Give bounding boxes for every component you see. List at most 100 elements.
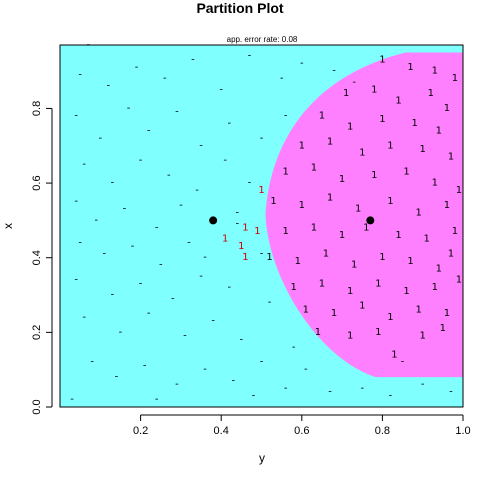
- y-tick-label: 0.0: [31, 399, 43, 414]
- point-class-one: 1: [387, 312, 393, 323]
- class-mean-point: [209, 216, 218, 225]
- point-class-one: 1: [371, 170, 377, 181]
- plot-region-class-one: [265, 52, 463, 378]
- point-class-dash: -: [78, 69, 82, 80]
- chart-title: Partition Plot: [196, 0, 283, 16]
- point-class-dash: -: [223, 155, 227, 166]
- point-class-dash: -: [231, 375, 235, 386]
- point-class-one: 1: [311, 222, 317, 233]
- y-tick-label: 0.2: [31, 325, 43, 340]
- point-class-dash: -: [119, 327, 123, 338]
- point-class-one: 1: [428, 88, 434, 99]
- point-class-dash: -: [236, 207, 240, 218]
- point-class-one: 1: [355, 204, 361, 215]
- plot-frame: [59, 44, 464, 408]
- point-class-one: 1: [395, 95, 401, 106]
- point-class-dash: -: [421, 379, 425, 390]
- chart-subtitle: app. error rate: 0.08: [227, 35, 298, 44]
- point-class-dash: -: [90, 357, 94, 368]
- point-class-dash: -: [304, 364, 308, 375]
- point-class-dash: -: [284, 110, 288, 121]
- point-class-one: 1: [432, 66, 438, 77]
- point-class-dash: -: [107, 81, 111, 92]
- point-class-one: 1: [347, 122, 353, 133]
- point-class-dash: -: [155, 394, 159, 405]
- point-class-one: 1: [452, 73, 458, 84]
- point-class-dash: -: [111, 178, 115, 189]
- point-class-one: 1: [375, 278, 381, 289]
- point-class-one: 1: [379, 252, 385, 263]
- point-class-one: 1: [407, 62, 413, 73]
- point-class-dash: -: [82, 159, 86, 170]
- y-axis-label: x: [1, 223, 15, 229]
- point-class-dash: -: [332, 66, 336, 77]
- point-class-one: 1: [270, 196, 276, 207]
- point-class-dash: -: [163, 73, 167, 84]
- point-class-one: 1: [411, 118, 417, 129]
- point-class-dash: -: [203, 364, 207, 375]
- point-class-dash: -: [260, 133, 264, 144]
- point-class-dash: -: [248, 178, 252, 189]
- point-class-dash: -: [159, 260, 163, 271]
- point-class-dash: -: [103, 248, 107, 259]
- point-class-one: 1: [456, 185, 462, 196]
- x-tick-label: 0.6: [294, 425, 309, 437]
- point-class-one: 1: [299, 140, 305, 151]
- point-class-one: 1: [375, 327, 381, 338]
- points-layer: - - - - - - - - - - - - - - - - - - - - - - - - - - - - - - - - - - - - - - - -…: [70, 40, 462, 406]
- point-class-one: 1: [448, 151, 454, 162]
- point-class-dash: -: [143, 360, 147, 371]
- point-class-dash: -: [389, 390, 393, 401]
- point-class-one: 1: [415, 207, 421, 218]
- point-class-dash: -: [127, 103, 131, 114]
- point-class-dash: -: [248, 51, 252, 62]
- point-class-dash: -: [98, 133, 102, 144]
- point-class-dash: -: [284, 383, 288, 394]
- y-tick-label: 0.4: [31, 250, 43, 265]
- point-class-dash: -: [191, 54, 195, 65]
- point-class-one: 1: [395, 230, 401, 241]
- point-class-one: 1: [391, 349, 397, 360]
- point-class-one: 1: [436, 263, 442, 274]
- point-class-one: 1: [319, 278, 325, 289]
- point-class-dash: -: [360, 383, 364, 394]
- class-mean-point: [366, 216, 375, 225]
- point-class-one: 1: [379, 54, 385, 65]
- point-class-dash: -: [135, 62, 139, 73]
- point-class-one: 1: [371, 84, 377, 95]
- point-class-one: 1: [407, 256, 413, 267]
- point-class-one: 1: [299, 200, 305, 211]
- point-class-one: 1: [403, 286, 409, 297]
- point-class-dash: -: [328, 387, 332, 398]
- point-class-one: 1: [387, 196, 393, 207]
- point-class-dash: -: [449, 387, 453, 398]
- point-class-one: 1: [319, 110, 325, 121]
- point-class-dash: -: [292, 342, 296, 353]
- point-class-dash: -: [199, 271, 203, 282]
- x-axis-label: y: [259, 451, 265, 465]
- point-class-dash: -: [167, 170, 171, 181]
- point-class-dash: -: [183, 331, 187, 342]
- point-class-one: 1: [266, 252, 272, 263]
- point-class-one: 1: [444, 200, 450, 211]
- point-class-one: 1: [403, 166, 409, 177]
- point-class-dash: -: [123, 204, 127, 215]
- point-class-dash: -: [115, 372, 119, 383]
- x-tick-label: 0.4: [214, 425, 229, 437]
- point-class-one: 1: [295, 256, 301, 267]
- point-class-one: 1: [452, 226, 458, 237]
- point-class-one: 1: [448, 248, 454, 259]
- point-class-dash: -: [227, 282, 231, 293]
- point-class-dash: -: [78, 237, 82, 248]
- point-class-dash: -: [352, 77, 356, 88]
- y-tick-label: 0.8: [31, 101, 43, 116]
- point-class-one: 1: [327, 137, 333, 148]
- point-class-one: 1: [432, 282, 438, 293]
- point-class-dash: -: [268, 297, 272, 308]
- point-class-dash: -: [236, 219, 240, 230]
- point-class-dash: -: [74, 110, 78, 121]
- point-class-dash: -: [199, 140, 203, 151]
- point-class-one: 1: [282, 166, 288, 177]
- point-class-dash: -: [187, 237, 191, 248]
- point-class-one: 1: [315, 327, 321, 338]
